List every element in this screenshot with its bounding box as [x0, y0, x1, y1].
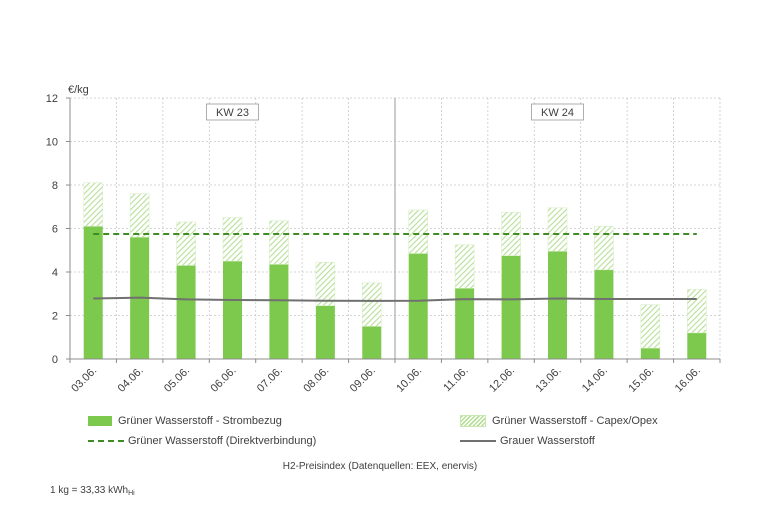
- bar-capex-opex: [362, 282, 382, 327]
- bar-capex-opex: [454, 244, 475, 289]
- y-tick-label: 2: [52, 311, 58, 323]
- bar-strombezug: [362, 326, 382, 359]
- week-label-box: [206, 103, 259, 121]
- bar-strombezug: [223, 261, 242, 359]
- legend: Grüner Wasserstoff - Strombezug Grüner W…: [88, 415, 738, 455]
- legend-label-grauer: Grauer Wasserstoff: [500, 435, 595, 447]
- bar-strombezug: [176, 265, 196, 359]
- bar-capex-opex: [408, 209, 428, 254]
- x-tick-label: 05.06.: [162, 365, 192, 395]
- chart-caption: H2-Preisindex (Datenquellen: EEX, enervi…: [282, 461, 478, 472]
- bar-strombezug: [594, 269, 614, 359]
- bar-capex-opex: [315, 261, 336, 306]
- bar-strombezug: [315, 305, 335, 359]
- bar-capex-opex: [594, 226, 614, 271]
- x-tick-label: 11.06.: [441, 365, 471, 395]
- lines: [93, 232, 697, 302]
- week-label-box: [531, 103, 584, 121]
- y-tick-label: 10: [46, 137, 58, 149]
- x-tick-label: 08.06.: [301, 365, 331, 395]
- bar-strombezug: [687, 332, 707, 359]
- x-tick-label: 07.06.: [255, 365, 285, 395]
- y-tick-label: 12: [46, 93, 58, 105]
- x-tick-label: 04.06.: [116, 365, 146, 395]
- bar-capex-opex: [501, 211, 521, 256]
- legend-swatch-solid: [88, 416, 112, 426]
- legend-item-capex: Grüner Wasserstoff - Capex/Opex: [460, 415, 658, 427]
- bar-strombezug: [269, 264, 289, 359]
- grid: [69, 97, 721, 359]
- bar-strombezug: [455, 288, 475, 359]
- bar-strombezug: [501, 255, 521, 359]
- bar-strombezug: [83, 226, 103, 359]
- week-label: KW 24: [541, 107, 574, 119]
- week-label: KW 23: [216, 107, 249, 119]
- legend-swatch-grey-line: [460, 440, 496, 442]
- bar-capex-opex: [222, 217, 243, 262]
- x-tick-label: 15.06.: [626, 365, 656, 395]
- legend-item-grauer: Grauer Wasserstoff: [460, 435, 595, 447]
- bar-capex-opex: [269, 220, 289, 265]
- x-tick-label: 12.06.: [487, 365, 517, 395]
- bar-capex-opex: [176, 221, 196, 266]
- legend-item-strombezug: Grüner Wasserstoff - Strombezug: [88, 415, 282, 427]
- h2-price-index-chart: 0 2 4 6 8 10 12 KW 23 KW 24 03.06. 04.06. 05.06. 06.…: [46, 84, 721, 395]
- x-tick-label: 13.06.: [534, 365, 564, 395]
- bar-capex-opex: [687, 289, 707, 334]
- footnote-subscript: Hi: [128, 490, 135, 497]
- bar-capex-opex: [547, 207, 568, 252]
- y-tick-label: 6: [52, 224, 58, 236]
- y-tick-label: 4: [52, 267, 58, 279]
- y-tick-label: 0: [52, 354, 58, 366]
- x-tick-label: 14.06.: [580, 365, 610, 395]
- bar-strombezug: [548, 251, 567, 359]
- x-tick-label: 09.06.: [348, 365, 378, 395]
- bar-capex-opex: [83, 182, 103, 227]
- x-tick-label: 03.06.: [69, 365, 99, 395]
- bar-capex-opex: [129, 193, 150, 238]
- footnote: 1 kg = 33,33 kWhHi: [50, 485, 135, 497]
- footnote-text: 1 kg = 33,33 kWh: [50, 485, 129, 496]
- x-tick-label: 16.06.: [673, 365, 703, 395]
- line-grauer-wasserstoff: [93, 296, 697, 302]
- legend-swatch-dashed: [88, 440, 124, 442]
- legend-label-strombezug: Grüner Wasserstoff - Strombezug: [118, 415, 282, 427]
- y-tick-label: 8: [52, 180, 58, 192]
- x-tick-label: 06.06.: [209, 365, 239, 395]
- legend-item-direktverbindung: Grüner Wasserstoff (Direktverbindung): [88, 435, 316, 447]
- bar-strombezug: [640, 348, 660, 359]
- y-axis-label: €/kg: [68, 84, 89, 96]
- x-tick-label: 10.06.: [394, 365, 424, 395]
- legend-label-capex: Grüner Wasserstoff - Capex/Opex: [492, 415, 658, 427]
- legend-label-direktverbindung: Grüner Wasserstoff (Direktverbindung): [128, 435, 317, 447]
- bars: [83, 182, 707, 359]
- bar-strombezug: [408, 253, 428, 359]
- bar-capex-opex: [640, 304, 661, 349]
- legend-swatch-hatched: [460, 415, 486, 427]
